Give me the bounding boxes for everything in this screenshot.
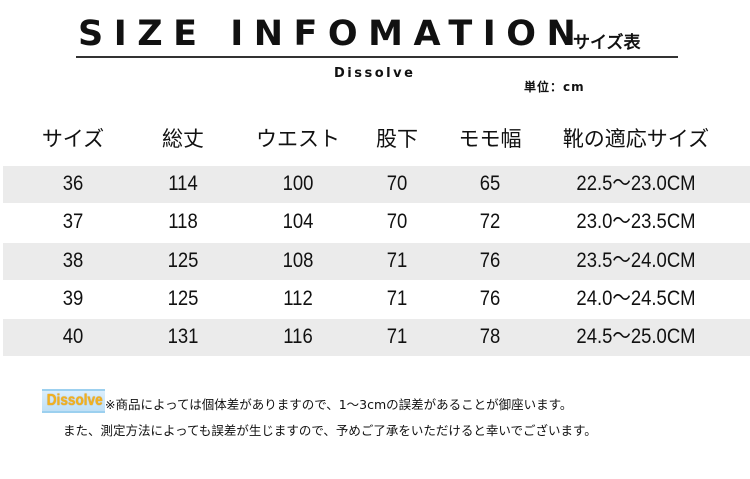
column-header: モモ幅 <box>458 127 522 151</box>
column-header: 靴の適応サイズ <box>562 127 710 151</box>
table-cell: 125 <box>167 248 199 272</box>
table-cell: 118 <box>168 210 198 234</box>
table-cell: 76 <box>479 286 501 310</box>
title-divider <box>76 56 678 58</box>
table-cell: 37 <box>62 210 84 234</box>
table-cell: 23.0～23.5CM <box>576 210 696 234</box>
page-title: SIZE INFOMATION <box>78 14 587 54</box>
table-cell: 36 <box>62 172 84 195</box>
page-subtitle: -サイズ表 <box>566 33 641 53</box>
table-cell: 39 <box>62 286 84 310</box>
column-header: サイズ <box>41 127 105 151</box>
table-cell: 23.5～24.0CM <box>576 248 696 272</box>
table-cell: 78 <box>479 325 501 349</box>
table-cell: 71 <box>386 286 408 310</box>
brand-logo: Dissolve <box>42 389 105 413</box>
table-cell: 100 <box>282 172 314 195</box>
table-cell: 76 <box>479 248 501 272</box>
table-cell: 104 <box>282 210 314 234</box>
table-cell: 40 <box>62 325 84 349</box>
note-line-2: また、測定方法によっても誤差が生じますので、予めご了承をいただけると幸いでござい… <box>63 423 597 438</box>
column-header: ウエスト <box>256 127 340 151</box>
note-line-1: ※商品によっては個体差がありますので、1～3cmの誤差があることが御座います。 <box>105 397 573 412</box>
table-cell: 38 <box>62 248 84 272</box>
row-stripe <box>3 242 750 280</box>
table-cell: 108 <box>282 248 314 272</box>
table-cell: 72 <box>479 210 501 234</box>
table-cell: 112 <box>283 286 313 310</box>
table-cell: 116 <box>283 325 313 349</box>
unit-label: 単位：cm <box>524 80 585 94</box>
table-cell: 131 <box>167 325 199 349</box>
table-cell: 24.0～24.5CM <box>576 286 696 310</box>
table-cell: 24.5～25.0CM <box>576 325 696 349</box>
table-cell: 71 <box>386 325 408 349</box>
table-cell: 65 <box>479 172 501 195</box>
row-stripe <box>3 319 750 357</box>
table-cell: 70 <box>386 210 408 234</box>
row-stripe <box>3 166 750 203</box>
logo-text: Dissolve <box>46 392 103 409</box>
table-cell: 22.5～23.0CM <box>576 172 696 195</box>
table-cell: 114 <box>168 172 198 195</box>
table-cell: 71 <box>386 248 408 272</box>
table-cell: 70 <box>386 172 408 195</box>
table-cell: 125 <box>167 286 199 310</box>
brand-name: Dissolve <box>334 66 416 81</box>
column-header: 総丈 <box>162 127 204 151</box>
column-header: 股下 <box>376 127 418 151</box>
